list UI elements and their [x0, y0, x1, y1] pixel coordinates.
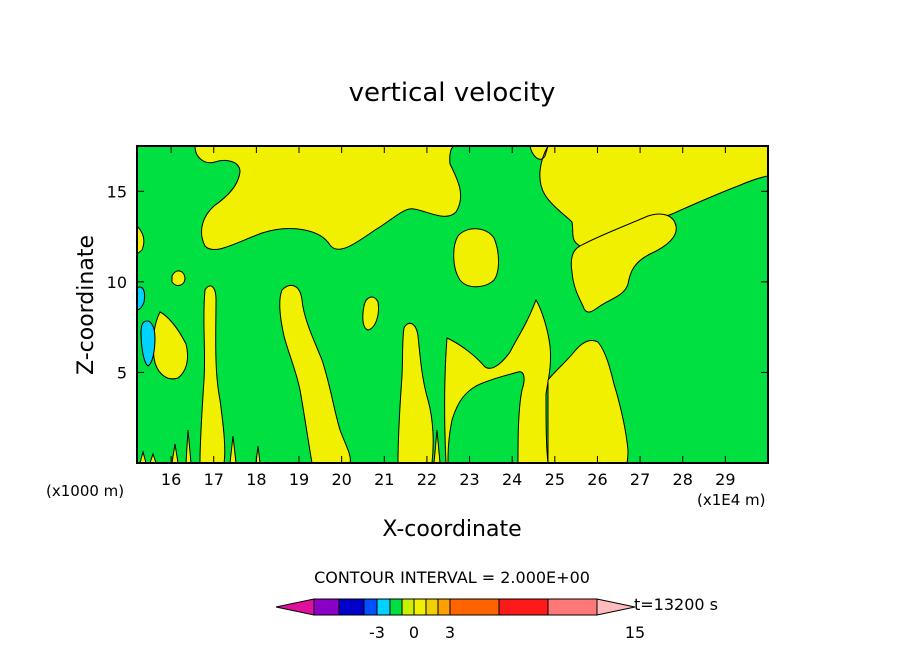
contour-region [199, 285, 226, 463]
chart-title: vertical velocity [349, 78, 556, 108]
contour-region [137, 225, 145, 255]
colorbar-segment [547, 598, 598, 616]
colorbar-segment [376, 598, 391, 616]
x-tick-label: 26 [587, 470, 607, 489]
x-axis-label: X-coordinate [382, 517, 521, 542]
plot-frame [136, 145, 769, 464]
colorbar-segment [425, 598, 439, 616]
colorbar-segment [275, 598, 315, 616]
y-tick-label: 10 [107, 273, 127, 292]
x-tick-label: 16 [161, 470, 181, 489]
x-tick-label: 27 [630, 470, 650, 489]
contour-region [362, 296, 379, 331]
contour-region [547, 339, 629, 463]
x-tick-label: 20 [331, 470, 351, 489]
y-tick-label: 15 [107, 182, 127, 201]
colorbar-segment [449, 598, 500, 616]
colorbar [275, 598, 636, 616]
x-axis: 16 17 18 19 20 21 22 23 24 25 26 27 28 29 [161, 146, 736, 489]
colorbar-segment [596, 598, 636, 616]
colorbar-tick-label: -3 [369, 623, 385, 642]
colorbar-segment [363, 598, 378, 616]
x-unit-label: (x1E4 m) [697, 491, 766, 509]
contour-region [397, 322, 434, 463]
colorbar-tick-labels: -3 0 3 15 [369, 623, 645, 642]
x-tick-label: 24 [502, 470, 522, 489]
x-tick-label: 19 [289, 470, 309, 489]
y-axis: 5 10 15 [107, 182, 768, 382]
time-label: t=13200 s [634, 595, 718, 614]
contour-region [139, 429, 441, 463]
colorbar-tick-label: 0 [409, 623, 419, 642]
colorbar-segment [389, 598, 403, 616]
colorbar-tick-label: 3 [445, 623, 455, 642]
colorbar-segment [437, 598, 451, 616]
y-unit-label: (x1000 m) [46, 482, 124, 500]
y-axis-label: Z-coordinate [74, 235, 99, 375]
x-tick-label: 23 [459, 470, 479, 489]
contour-region [570, 213, 677, 313]
contour-interval: CONTOUR INTERVAL = 2.000E+00 [314, 568, 590, 587]
x-tick-label: 18 [246, 470, 266, 489]
x-tick-label: 17 [204, 470, 224, 489]
colorbar-segment [313, 598, 340, 616]
colorbar-segment [413, 598, 427, 616]
x-tick-label: 22 [417, 470, 437, 489]
x-tick-label: 28 [673, 470, 693, 489]
plot-area: 16 17 18 19 20 21 22 23 24 25 26 27 28 29 5 10 15 [107, 145, 769, 489]
colorbar-segment [498, 598, 549, 616]
colorbar-tick-label: 15 [625, 623, 645, 642]
x-tick-label: 21 [374, 470, 394, 489]
contour-region [279, 284, 351, 463]
x-tick-label: 25 [545, 470, 565, 489]
y-tick-label: 5 [117, 363, 127, 382]
contour-region [444, 298, 551, 463]
colorbar-segment [338, 598, 365, 616]
contour-region [140, 320, 156, 367]
x-tick-label: 29 [715, 470, 735, 489]
contour-region [137, 286, 146, 311]
colorbar-segment [401, 598, 415, 616]
contour-region [171, 270, 186, 286]
contour-region [453, 228, 499, 288]
